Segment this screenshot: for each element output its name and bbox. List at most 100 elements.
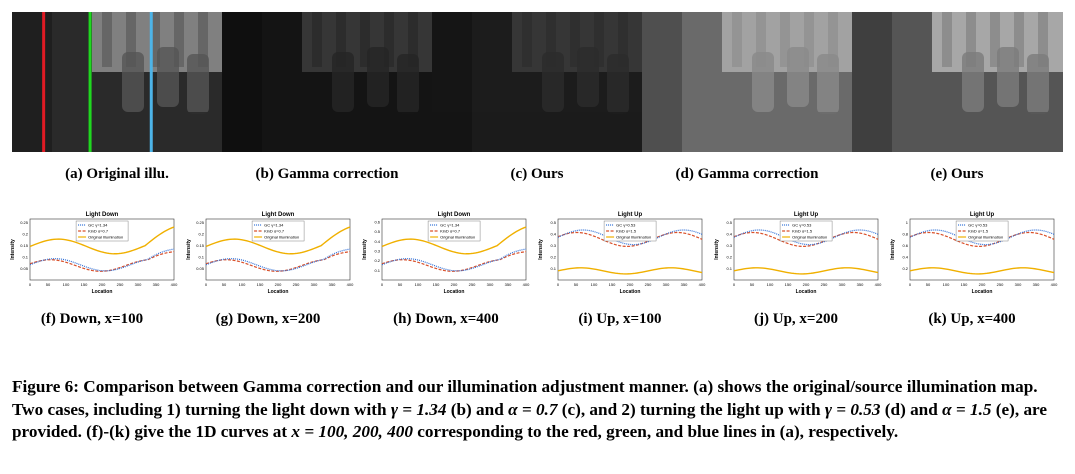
y-tick-label: 0.1 (198, 254, 204, 259)
series-line-gc (733, 229, 879, 246)
plot-label-h: (h) Down, x=400 (393, 311, 499, 327)
image-label-c: (c) Ours (510, 166, 564, 182)
y-tick-label: 0.5 (726, 220, 732, 225)
x-tick-label: 250 (997, 282, 1004, 287)
plot-label-i: (i) Up, x=100 (578, 311, 662, 327)
y-tick-label: 0.25 (196, 220, 205, 225)
x-tick-label: 50 (926, 282, 931, 287)
x-tick-label: 50 (398, 282, 403, 287)
legend-entry: GC γ=0.53 (792, 223, 812, 228)
x-axis-label: Location (92, 289, 113, 295)
x-tick-label: 400 (523, 282, 530, 287)
x-tick-label: 350 (505, 282, 512, 287)
legend-entry: Original Illumination (440, 235, 475, 240)
legend-entry: KinD α=1.5 (968, 229, 989, 234)
y-tick-label: 0.4 (374, 239, 380, 244)
plot-title: Light Up (618, 212, 643, 218)
x-tick-label: 400 (347, 282, 354, 287)
y-tick-label: 0.3 (374, 248, 380, 253)
x-tick-label: 50 (222, 282, 227, 287)
series-line-gc (381, 248, 527, 272)
image-label-e: (e) Ours (930, 166, 984, 182)
curve-plot-i: Light Up 0.1 0.2 0.3 0.4 0.5 0 50 100 150 200 250 30… (536, 207, 708, 300)
y-tick-label: 0.1 (22, 254, 28, 259)
y-tick-label: 0.2 (198, 231, 204, 236)
y-tick-label: 0.5 (550, 220, 556, 225)
series-line-gc (205, 248, 351, 272)
x-tick-label: 100 (239, 282, 246, 287)
plot-legend (779, 220, 833, 242)
x-tick-label: 100 (767, 282, 774, 287)
x-tick-label: 300 (311, 282, 318, 287)
x-tick-label: 250 (821, 282, 828, 287)
plot-legend (603, 220, 657, 242)
x-tick-label: 200 (451, 282, 458, 287)
y-tick-label: 0.15 (20, 243, 29, 248)
plot-title: Light Down (438, 212, 471, 218)
x-tick-label: 100 (943, 282, 950, 287)
y-tick-label: 0.6 (902, 243, 908, 248)
illumination-image-a (12, 12, 223, 152)
x-tick-label: 50 (574, 282, 579, 287)
y-tick-label: 0.6 (374, 219, 380, 224)
series-line-orig (733, 267, 879, 275)
x-tick-label: 50 (46, 282, 51, 287)
x-tick-label: 0 (557, 282, 560, 287)
x-tick-label: 350 (153, 282, 160, 287)
curve-plot-g: Light Down 0.05 0.1 0.15 0.2 0.25 0 50 100 150 200… (184, 207, 356, 300)
legend-entry: GC γ=1.34 (264, 223, 284, 228)
x-tick-label: 350 (857, 282, 864, 287)
legend-entry: KinD α=0.7 (88, 229, 109, 234)
x-tick-label: 400 (1051, 282, 1058, 287)
y-tick-label: 0.05 (196, 266, 205, 271)
legend-entry: Original Illumination (968, 235, 1003, 240)
x-axis-label: Location (972, 289, 993, 295)
x-tick-label: 300 (1015, 282, 1022, 287)
y-tick-label: 0.05 (20, 266, 29, 271)
legend-entry: GC γ=0.53 (968, 223, 988, 228)
y-tick-label: 0.4 (550, 231, 556, 236)
figure-caption: Figure 6: Comparison between Gamma corre… (12, 377, 1047, 441)
y-tick-label: 0.1 (374, 268, 380, 273)
illumination-image-b (222, 12, 433, 152)
legend-entry: KinD α=0.7 (264, 229, 285, 234)
legend-entry: KinD α=0.7 (440, 229, 461, 234)
x-tick-label: 200 (99, 282, 106, 287)
x-tick-label: 150 (81, 282, 88, 287)
x-tick-label: 100 (63, 282, 70, 287)
plot-label-j: (j) Up, x=200 (754, 311, 838, 327)
y-axis-label: Intensity (538, 239, 544, 260)
plot-label-f: (f) Down, x=100 (40, 311, 144, 327)
series-line-kind (557, 231, 703, 247)
y-axis-label: Intensity (10, 239, 16, 260)
x-tick-label: 100 (415, 282, 422, 287)
illumination-image-d (642, 12, 853, 152)
image-label-d: (d) Gamma correction (675, 166, 819, 182)
y-tick-label: 0.2 (22, 231, 28, 236)
legend-entry: KinD α=1.5 (792, 229, 813, 234)
y-tick-label: 1 (906, 220, 909, 225)
x-tick-label: 400 (875, 282, 882, 287)
series-line-orig (381, 226, 527, 255)
x-tick-label: 150 (961, 282, 968, 287)
plot-legend (427, 220, 481, 242)
plot-label-g: (g) Down, x=200 (215, 311, 321, 327)
x-tick-label: 300 (487, 282, 494, 287)
y-tick-label: 0.2 (374, 258, 380, 263)
legend-entry: Original Illumination (792, 235, 827, 240)
plot-title: Light Up (970, 212, 995, 218)
x-tick-label: 400 (171, 282, 178, 287)
y-tick-label: 0.8 (902, 231, 908, 236)
plot-legend (251, 220, 305, 242)
y-tick-label: 0.1 (726, 266, 732, 271)
x-tick-label: 250 (293, 282, 300, 287)
legend-entry: Original Illumination (616, 235, 651, 240)
plot-title: Light Up (794, 212, 819, 218)
series-line-orig (205, 226, 351, 255)
plot-title: Light Down (262, 212, 295, 218)
x-tick-label: 350 (329, 282, 336, 287)
figure-label: Figure 6: (12, 377, 79, 396)
x-tick-label: 100 (591, 282, 598, 287)
legend-entry: Original Illumination (264, 235, 299, 240)
x-tick-label: 0 (909, 282, 912, 287)
